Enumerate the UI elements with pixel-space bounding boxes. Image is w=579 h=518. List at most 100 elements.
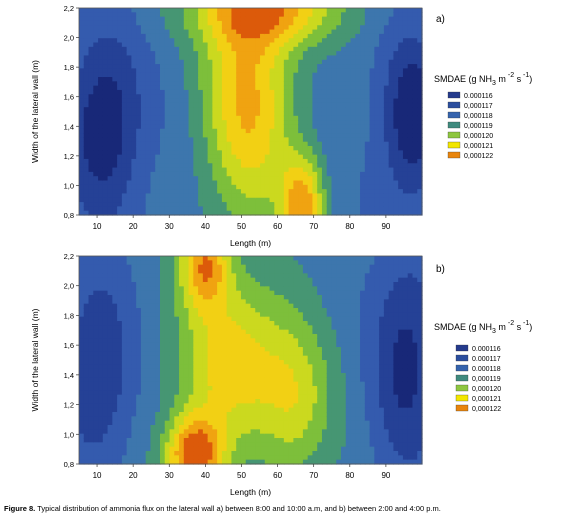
heat-cell bbox=[264, 51, 271, 57]
heat-cell bbox=[140, 98, 147, 104]
heat-cell bbox=[207, 111, 213, 117]
heat-cell bbox=[174, 29, 180, 35]
heat-cell bbox=[326, 206, 333, 212]
heat-cell bbox=[393, 141, 399, 147]
heat-cell bbox=[236, 16, 242, 22]
heat-cell bbox=[198, 377, 204, 383]
heat-cell bbox=[217, 373, 223, 378]
heat-cell bbox=[274, 85, 280, 91]
heat-cell bbox=[355, 171, 361, 177]
heat-cell bbox=[183, 459, 190, 465]
heat-cell bbox=[188, 55, 194, 61]
heat-cell bbox=[188, 360, 194, 365]
heat-cell bbox=[293, 150, 299, 156]
heat-cell bbox=[207, 20, 213, 26]
heat-cell bbox=[88, 273, 94, 279]
heat-cell bbox=[155, 171, 161, 177]
heat-cell bbox=[155, 128, 161, 134]
heat-cell bbox=[83, 202, 90, 207]
heat-cell bbox=[136, 433, 142, 439]
heat-cell bbox=[312, 189, 318, 195]
heat-cell bbox=[412, 68, 418, 74]
heat-cell bbox=[159, 377, 166, 383]
heat-cell bbox=[159, 342, 166, 348]
heat-cell bbox=[369, 81, 375, 87]
heat-cell bbox=[212, 154, 218, 160]
heat-cell bbox=[126, 412, 132, 417]
heat-cell bbox=[231, 111, 237, 117]
heat-cell bbox=[112, 12, 118, 18]
heat-cell bbox=[126, 120, 132, 126]
heat-cell bbox=[355, 85, 361, 91]
heat-cell bbox=[245, 72, 252, 78]
heat-cell bbox=[102, 51, 109, 57]
heat-cell bbox=[402, 137, 409, 143]
heat-cell bbox=[264, 115, 271, 121]
heat-cell bbox=[188, 416, 194, 422]
heat-cell bbox=[136, 282, 142, 287]
heat-cell bbox=[183, 299, 190, 305]
heat-cell bbox=[183, 403, 190, 409]
heat-cell bbox=[388, 141, 395, 147]
heat-cell bbox=[217, 167, 223, 173]
heat-cell bbox=[283, 158, 290, 164]
heat-cell bbox=[183, 20, 190, 26]
heat-cell bbox=[360, 25, 366, 31]
heat-cell bbox=[341, 184, 347, 190]
heat-cell bbox=[83, 295, 90, 300]
heat-cell bbox=[155, 180, 161, 186]
heat-cell bbox=[117, 77, 123, 82]
heat-cell bbox=[207, 72, 213, 78]
heat-cell bbox=[93, 438, 99, 443]
heat-cell bbox=[302, 8, 309, 13]
heat-cell bbox=[102, 420, 109, 426]
heat-cell bbox=[217, 290, 223, 296]
heat-cell bbox=[398, 141, 404, 147]
heat-cell bbox=[336, 72, 342, 78]
heat-cell bbox=[345, 193, 352, 199]
heat-cell bbox=[155, 273, 161, 279]
heat-cell bbox=[398, 111, 404, 117]
heat-cell bbox=[288, 193, 294, 199]
heat-cell bbox=[202, 277, 209, 283]
heat-cell bbox=[131, 72, 137, 78]
heat-cell bbox=[164, 269, 171, 274]
heat-cell bbox=[93, 197, 99, 203]
heat-cell bbox=[79, 282, 85, 287]
heat-cell bbox=[240, 133, 247, 138]
heat-cell bbox=[102, 42, 109, 48]
heat-cell bbox=[207, 295, 213, 300]
heat-cell bbox=[155, 316, 161, 322]
heat-cell bbox=[112, 33, 118, 39]
heat-cell bbox=[331, 38, 337, 44]
heat-cell bbox=[174, 154, 180, 160]
heat-cell bbox=[131, 325, 137, 331]
heat-cell bbox=[179, 29, 185, 35]
heat-cell bbox=[188, 308, 194, 313]
heat-cell bbox=[288, 171, 294, 177]
heat-cell bbox=[317, 111, 323, 117]
heat-cell bbox=[198, 68, 204, 74]
heat-cell bbox=[293, 197, 299, 203]
heat-cell bbox=[255, 171, 261, 177]
heat-cell bbox=[255, 59, 261, 65]
heat-cell bbox=[412, 150, 418, 156]
heat-cell bbox=[83, 390, 90, 396]
heat-cell bbox=[269, 184, 275, 190]
heat-cell bbox=[369, 133, 375, 138]
heat-cell bbox=[88, 425, 94, 430]
heat-cell bbox=[388, 20, 395, 26]
heat-cell bbox=[183, 202, 190, 207]
heat-cell bbox=[88, 433, 94, 439]
heat-cell bbox=[407, 16, 414, 22]
heat-cell bbox=[417, 206, 423, 212]
heat-cell bbox=[98, 321, 104, 326]
heat-cell bbox=[283, 16, 290, 22]
heat-cell bbox=[155, 390, 161, 396]
heat-cell bbox=[126, 176, 132, 182]
heat-cell bbox=[245, 193, 252, 199]
heat-cell bbox=[388, 59, 395, 65]
heat-cell bbox=[417, 107, 423, 113]
heat-cell bbox=[264, 33, 271, 39]
heat-cell bbox=[298, 94, 304, 100]
